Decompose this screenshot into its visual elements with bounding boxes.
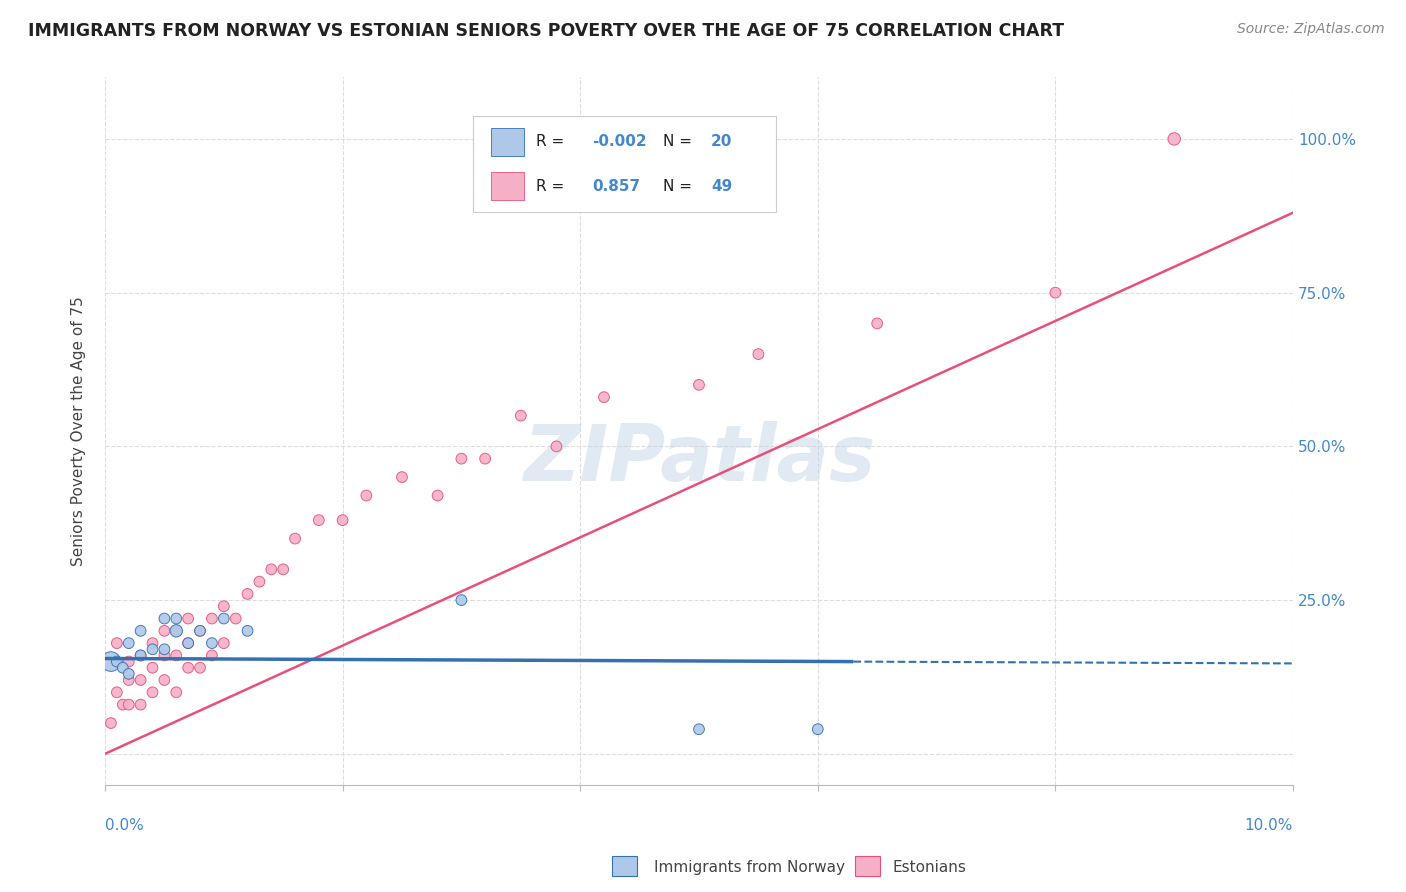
Point: [225, 611, 247, 625]
Point: [212, 611, 235, 625]
Point: [546, 439, 568, 453]
Point: [688, 723, 710, 737]
Point: [177, 636, 200, 650]
Point: [177, 611, 200, 625]
Point: [177, 636, 200, 650]
Text: N =: N =: [664, 135, 697, 150]
Point: [118, 698, 141, 712]
Point: [118, 673, 141, 687]
Point: [593, 390, 616, 404]
Point: [391, 470, 413, 484]
Point: [426, 489, 449, 503]
Point: [153, 624, 176, 638]
Point: [111, 698, 134, 712]
Text: IMMIGRANTS FROM NORWAY VS ESTONIAN SENIORS POVERTY OVER THE AGE OF 75 CORRELATIO: IMMIGRANTS FROM NORWAY VS ESTONIAN SENIO…: [28, 22, 1064, 40]
Text: Estonians: Estonians: [893, 860, 967, 874]
Point: [165, 648, 187, 663]
Point: [129, 648, 152, 663]
Point: [141, 685, 163, 699]
Point: [165, 611, 187, 625]
Point: [129, 698, 152, 712]
Point: [450, 451, 472, 466]
Point: [450, 593, 472, 607]
Point: [260, 562, 283, 576]
Text: Source: ZipAtlas.com: Source: ZipAtlas.com: [1237, 22, 1385, 37]
Point: [111, 661, 134, 675]
Text: R =: R =: [536, 135, 569, 150]
Point: [201, 611, 224, 625]
Text: ZIPatlas: ZIPatlas: [523, 421, 875, 497]
Point: [153, 642, 176, 657]
Point: [153, 648, 176, 663]
Text: 20: 20: [711, 135, 733, 150]
Point: [118, 666, 141, 681]
Point: [249, 574, 271, 589]
Point: [118, 655, 141, 669]
Point: [105, 655, 128, 669]
Text: 0.857: 0.857: [592, 178, 640, 194]
Point: [356, 489, 378, 503]
Point: [1163, 132, 1185, 146]
Text: 10.0%: 10.0%: [1244, 818, 1294, 833]
Point: [201, 636, 224, 650]
Text: R =: R =: [536, 178, 569, 194]
Point: [141, 636, 163, 650]
Point: [100, 716, 122, 731]
Point: [236, 624, 259, 638]
Point: [129, 648, 152, 663]
Text: Immigrants from Norway: Immigrants from Norway: [654, 860, 845, 874]
Point: [100, 655, 122, 669]
Point: [332, 513, 354, 527]
Point: [141, 661, 163, 675]
Point: [129, 673, 152, 687]
Text: -0.002: -0.002: [592, 135, 647, 150]
Point: [747, 347, 769, 361]
Text: 49: 49: [711, 178, 733, 194]
Text: 0.0%: 0.0%: [105, 818, 143, 833]
Point: [271, 562, 294, 576]
Text: N =: N =: [664, 178, 697, 194]
Point: [105, 636, 128, 650]
FancyBboxPatch shape: [491, 172, 524, 201]
Point: [284, 532, 307, 546]
Point: [509, 409, 531, 423]
Point: [118, 636, 141, 650]
Point: [201, 648, 224, 663]
Point: [236, 587, 259, 601]
Point: [212, 599, 235, 614]
Point: [188, 661, 211, 675]
Point: [807, 723, 830, 737]
Point: [866, 317, 889, 331]
Point: [153, 611, 176, 625]
Point: [165, 685, 187, 699]
Point: [188, 624, 211, 638]
Point: [688, 377, 710, 392]
Point: [129, 624, 152, 638]
Point: [165, 624, 187, 638]
FancyBboxPatch shape: [474, 116, 776, 211]
Point: [153, 673, 176, 687]
Point: [141, 642, 163, 657]
Point: [188, 624, 211, 638]
Point: [165, 624, 187, 638]
Point: [1045, 285, 1067, 300]
FancyBboxPatch shape: [491, 128, 524, 156]
Y-axis label: Seniors Poverty Over the Age of 75: Seniors Poverty Over the Age of 75: [72, 296, 86, 566]
Point: [474, 451, 496, 466]
Point: [177, 661, 200, 675]
Point: [212, 636, 235, 650]
Point: [308, 513, 330, 527]
Point: [105, 685, 128, 699]
